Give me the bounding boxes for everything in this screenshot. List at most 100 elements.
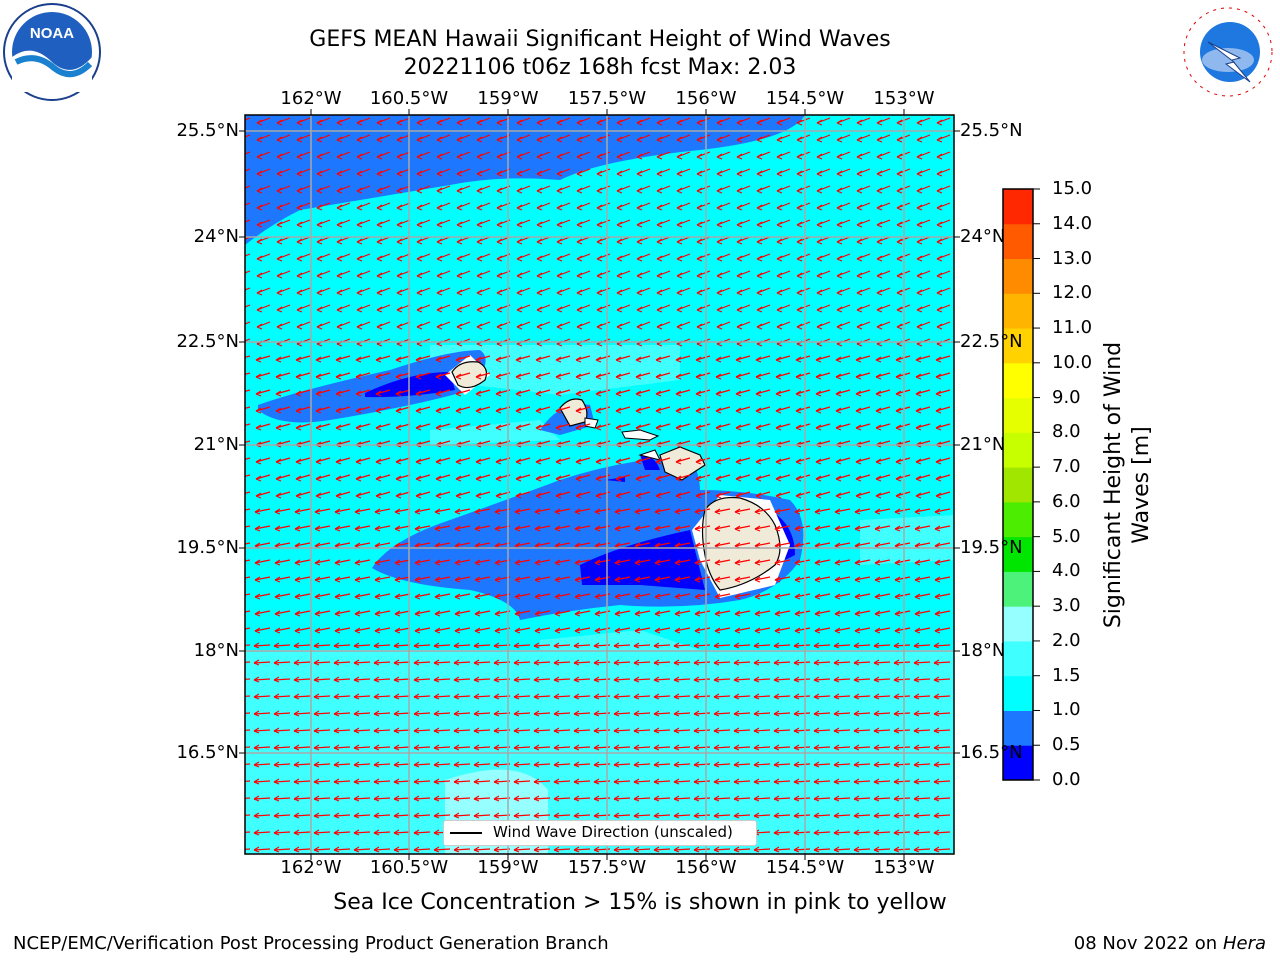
wave-direction-arrow: [714, 525, 731, 532]
wave-direction-arrow: [295, 491, 311, 499]
wave-direction-arrow: [854, 610, 871, 617]
wave-direction-arrow: [374, 508, 391, 515]
wave-direction-arrow: [536, 219, 551, 228]
wave-direction-arrow: [893, 812, 911, 819]
wave-direction-arrow: [396, 287, 411, 296]
wave-direction-arrow: [654, 627, 671, 634]
wave-direction-arrow: [336, 219, 351, 228]
wave-direction-arrow: [696, 287, 711, 296]
wave-direction-arrow: [533, 727, 551, 734]
wave-direction-arrow: [375, 372, 391, 380]
wave-direction-arrow: [635, 406, 651, 414]
wave-direction-arrow: [734, 593, 751, 600]
lon-label-top: 162°W: [280, 88, 342, 109]
wave-direction-arrow: [255, 355, 271, 363]
wave-direction-arrow: [393, 727, 411, 734]
wave-direction-arrow: [653, 710, 671, 717]
wave-direction-arrow: [395, 406, 411, 414]
wave-direction-arrow: [895, 389, 911, 397]
wave-direction-arrow: [476, 304, 491, 313]
wave-direction-arrow: [773, 727, 791, 734]
wave-direction-arrow: [836, 151, 851, 160]
colorbar-tick-label: 9.0: [1052, 386, 1081, 408]
wave-direction-arrow: [633, 727, 651, 734]
wave-direction-arrow: [935, 457, 951, 465]
wave-direction-arrow: [916, 304, 931, 313]
wave-direction-arrow: [413, 744, 431, 751]
wave-direction-arrow: [615, 457, 631, 465]
wave-direction-arrow: [874, 576, 891, 583]
wave-direction-arrow: [735, 474, 751, 482]
wave-direction-arrow: [713, 778, 731, 785]
chart-title: GEFS MEAN Hawaii Significant Height of W…: [309, 27, 891, 52]
wave-direction-arrow: [375, 355, 391, 363]
wave-direction-arrow: [513, 812, 531, 819]
wave-direction-arrow: [245, 491, 251, 495]
wave-direction-arrow: [916, 253, 931, 262]
wave-direction-arrow: [333, 829, 351, 836]
wave-direction-arrow: [733, 642, 751, 649]
wave-direction-arrow: [693, 795, 711, 802]
wave-direction-arrow: [535, 491, 551, 499]
wave-direction-arrow: [674, 559, 691, 566]
wave-direction-arrow: [895, 491, 911, 499]
wave-direction-arrow: [516, 287, 531, 296]
wave-direction-arrow: [473, 846, 491, 853]
wave-direction-arrow: [313, 710, 331, 717]
wave-direction-arrow: [433, 642, 451, 649]
wave-direction-arrow: [275, 423, 291, 431]
wave-direction-arrow: [296, 134, 311, 143]
wave-direction-arrow: [715, 474, 731, 482]
wave-direction-arrow: [295, 372, 311, 380]
colorbar-swatch: [1003, 501, 1033, 538]
wave-direction-arrow: [535, 406, 551, 414]
wave-direction-arrow: [833, 642, 851, 649]
wave-direction-arrow: [696, 168, 711, 177]
wave-direction-arrow: [453, 846, 471, 853]
wave-direction-arrow: [935, 423, 951, 431]
wave-direction-arrow: [933, 846, 951, 853]
wave-direction-arrow: [873, 846, 891, 853]
wave-direction-arrow: [856, 270, 871, 279]
wave-direction-arrow: [735, 372, 751, 380]
wave-direction-arrow: [776, 236, 791, 245]
wave-direction-arrow: [474, 508, 491, 515]
wave-direction-arrow: [253, 795, 271, 802]
wave-direction-arrow: [314, 508, 331, 515]
wave-direction-arrow: [796, 168, 811, 177]
wave-direction-arrow: [876, 202, 891, 211]
wave-direction-arrow: [375, 491, 391, 499]
wave-direction-arrow: [734, 610, 751, 617]
wave-direction-arrow: [354, 559, 371, 566]
wave-direction-arrow: [245, 270, 251, 274]
wave-direction-arrow: [574, 610, 591, 617]
wave-direction-arrow: [515, 406, 531, 414]
wave-direction-arrow: [913, 846, 931, 853]
wave-direction-arrow: [416, 134, 431, 143]
wave-direction-arrow: [376, 287, 391, 296]
wave-direction-arrow: [473, 744, 491, 751]
wave-direction-arrow: [816, 151, 831, 160]
wave-direction-arrow: [693, 693, 711, 700]
wave-direction-arrow: [316, 134, 331, 143]
wave-direction-arrow: [453, 710, 471, 717]
wave-direction-arrow: [756, 321, 771, 330]
colorbar-tick-label: 14.0: [1052, 212, 1093, 234]
wave-direction-arrow: [534, 593, 551, 600]
wave-direction-arrow: [836, 117, 851, 126]
wave-direction-arrow: [873, 693, 891, 700]
wave-direction-arrow: [256, 236, 271, 245]
wave-direction-arrow: [916, 134, 931, 143]
wave-direction-arrow: [376, 185, 391, 194]
wave-direction-arrow: [573, 812, 591, 819]
wave-direction-arrow: [934, 610, 951, 617]
wave-direction-arrow: [293, 812, 311, 819]
wave-direction-arrow: [754, 593, 771, 600]
colorbar-tick-label: 0.5: [1052, 734, 1081, 756]
wave-direction-arrow: [513, 795, 531, 802]
wave-direction-arrow: [555, 457, 571, 465]
wave-direction-arrow: [535, 389, 551, 397]
wave-direction-arrow: [676, 236, 691, 245]
wave-direction-arrow: [833, 727, 851, 734]
wave-direction-arrow: [856, 219, 871, 228]
